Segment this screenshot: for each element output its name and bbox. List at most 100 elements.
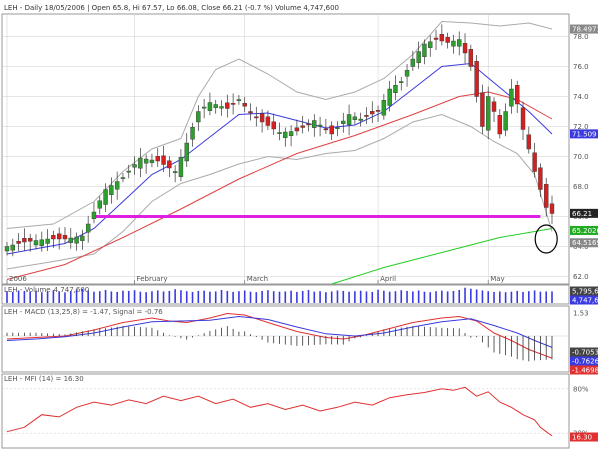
candle-body <box>439 34 445 42</box>
price-last-label-box <box>570 24 598 34</box>
macd-line <box>6 312 553 359</box>
volume-title: LEH - Volume 4,747,600 <box>4 286 89 294</box>
candle-body <box>277 132 282 134</box>
candle-body <box>114 181 120 190</box>
month-tick-label: February <box>137 275 168 283</box>
volume-bars <box>6 287 553 303</box>
volume-label: LEH - Volume <box>4 286 51 294</box>
candle-body <box>474 61 479 97</box>
macd-last-label-text: -1.46988 <box>572 367 600 375</box>
price-tick-label: 70.0 <box>573 153 589 161</box>
candle-body <box>410 58 416 67</box>
price-last-labels: 78.4971 71.509 66.21 65.2026 64.5169 <box>570 24 600 248</box>
candle-body <box>503 111 508 131</box>
mfi-line <box>6 386 553 437</box>
candle-body <box>143 158 149 164</box>
candle-body <box>236 99 242 101</box>
candle-body <box>149 159 155 163</box>
candles <box>4 24 555 257</box>
candle-body <box>120 177 126 179</box>
candle-body <box>207 102 213 111</box>
price-tick-label: 78.0 <box>573 33 589 41</box>
price-tick-label: 62.0 <box>573 273 589 281</box>
candle-body <box>544 184 549 208</box>
candle-body <box>103 189 108 205</box>
candle-body <box>480 92 485 127</box>
candle-body <box>370 111 375 115</box>
macd-histogram <box>6 326 553 362</box>
candle-body <box>22 238 27 243</box>
candle-body <box>56 233 62 240</box>
macd-tick-label: 1.53 <box>573 310 589 318</box>
macd-title: LEH - MACD (13,25,8) = -1.47, Signal = -… <box>4 308 163 316</box>
candle-body <box>27 238 33 242</box>
month-tick-label: May <box>490 275 504 283</box>
candle-body <box>4 246 10 252</box>
candle-body <box>393 85 398 93</box>
price-last-label-box <box>570 129 598 139</box>
price-tick-label: 76.0 <box>573 63 589 71</box>
macd-tick-labels: 1.53 <box>573 310 589 318</box>
macd-last-label-box <box>570 347 598 357</box>
mfi-last-labels: 16.30 <box>570 432 598 442</box>
mfi-tick-labels: 80%20% <box>573 385 589 437</box>
price-last-label-text: 66.21 <box>572 210 592 218</box>
candle-body <box>132 164 137 168</box>
mfi-panel-frame <box>1 373 570 449</box>
candle-body <box>352 116 358 120</box>
price-last-label-box <box>570 238 598 248</box>
candle-body <box>306 123 311 126</box>
price-last-label-box <box>570 208 598 218</box>
candle-body <box>225 102 230 109</box>
candle-body <box>68 237 73 243</box>
macd-last-label-box <box>570 356 598 366</box>
candle-body <box>201 106 207 109</box>
candle-body <box>33 240 39 246</box>
candle-body <box>428 41 433 48</box>
volume-last-labels: 5,795,6634,747,600 <box>570 286 600 305</box>
volume-last-label-text: 5,795,663 <box>572 288 600 296</box>
mfi-last-label-box <box>570 432 598 442</box>
price-tick-label: 74.0 <box>573 93 589 101</box>
macd-last-label: -0.705391 <box>570 347 600 357</box>
candle-body <box>74 236 79 244</box>
price-last-label: 78.4971 <box>570 24 600 34</box>
candle-body <box>16 241 21 244</box>
candle-body <box>317 124 323 127</box>
candle-body <box>155 156 160 162</box>
candle-body <box>491 101 497 112</box>
volume-last-label-text: 4,747,600 <box>572 297 600 305</box>
candle-body <box>254 116 259 119</box>
price-last-label-text: 71.509 <box>572 130 597 138</box>
macd-last-labels: -0.705391-0.762684-1.46988 <box>570 347 600 375</box>
candle-body <box>219 106 224 109</box>
mfi-title: LEH - MFI (14) = 16.30 <box>4 375 84 383</box>
candle-body <box>526 134 532 150</box>
candle-body <box>422 43 427 57</box>
macd-last-label-box <box>570 365 598 375</box>
candle-body <box>387 88 392 106</box>
candle-body <box>462 43 468 54</box>
candle-body <box>497 115 503 135</box>
price-tick-label: 68.0 <box>573 183 589 191</box>
chart-header: LEH - Daily 18/05/2006 | Open 65.8, Hi 6… <box>4 4 339 12</box>
candle-body <box>457 39 462 47</box>
macd-last-label: -1.46988 <box>570 365 600 375</box>
bollinger-lower-line <box>6 113 553 270</box>
price-last-label-text: 64.5169 <box>572 239 600 247</box>
price-last-label-box <box>570 225 598 235</box>
candle-body <box>341 120 346 124</box>
candle-body <box>364 115 369 117</box>
signal-line <box>6 315 553 348</box>
candle-body <box>468 49 474 67</box>
candle-body <box>515 85 520 105</box>
candle-body <box>520 107 526 130</box>
candle-body <box>167 160 172 169</box>
price-last-label-text: 65.2026 <box>572 227 600 235</box>
candle-body <box>358 118 363 121</box>
candle-body <box>404 70 410 77</box>
mfi-last-label: 16.30 <box>570 432 598 442</box>
candle-body <box>265 116 271 126</box>
macd-last-label-text: -0.705391 <box>572 349 600 357</box>
